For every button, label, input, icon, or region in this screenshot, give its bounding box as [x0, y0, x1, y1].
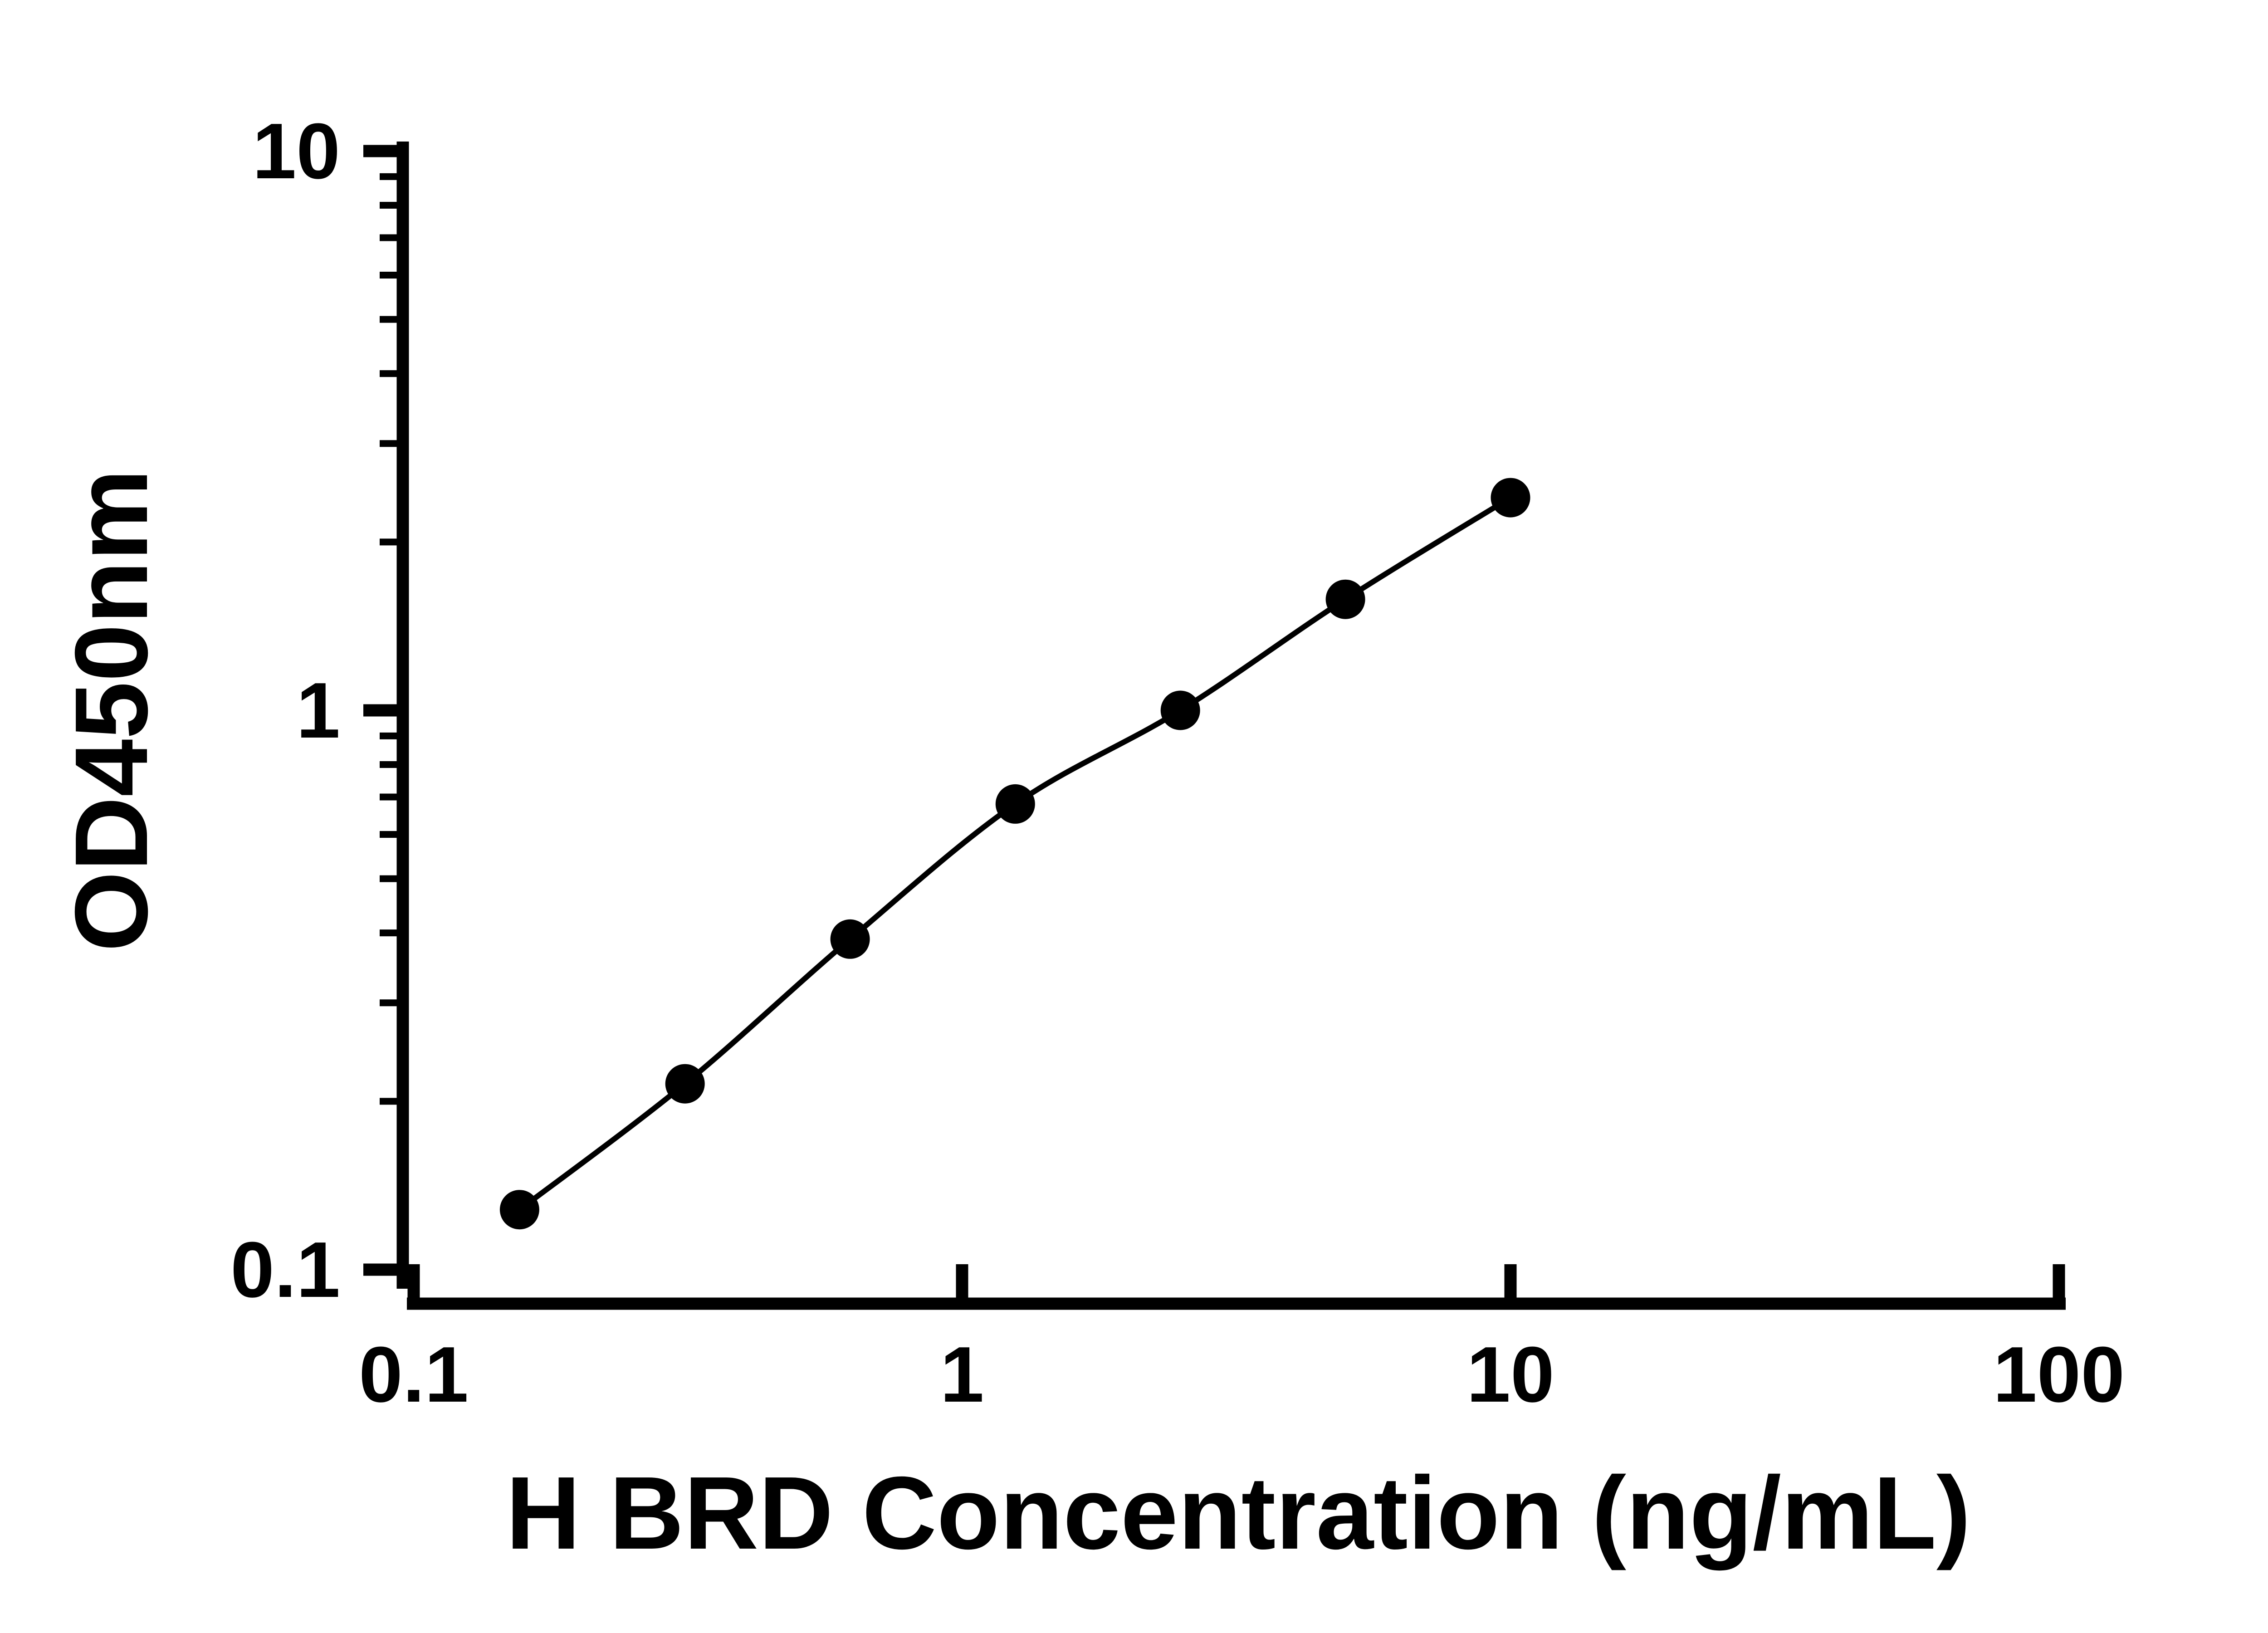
x-axis-title: H BRD Concentration (ng/mL)	[506, 1456, 1971, 1571]
data-point	[995, 784, 1035, 824]
data-point	[1160, 690, 1200, 730]
data-point	[499, 1190, 539, 1230]
plot-area: 0.1 1 10 100 0.1 1 10	[230, 107, 2125, 1418]
x-tick-label: 10	[1466, 1330, 1554, 1418]
data-point	[1491, 478, 1530, 518]
data-point	[830, 919, 870, 959]
y-tick-label: 1	[296, 666, 340, 754]
x-tick-label: 1	[940, 1330, 984, 1418]
x-tick-label: 100	[1993, 1330, 2125, 1418]
x-tick-label: 0.1	[359, 1330, 469, 1418]
y-axis-title: OD450nm	[54, 469, 169, 952]
y-tick-label: 0.1	[230, 1225, 340, 1314]
data-point	[665, 1064, 705, 1104]
y-tick-label: 10	[252, 107, 340, 195]
data-point	[1325, 579, 1365, 619]
